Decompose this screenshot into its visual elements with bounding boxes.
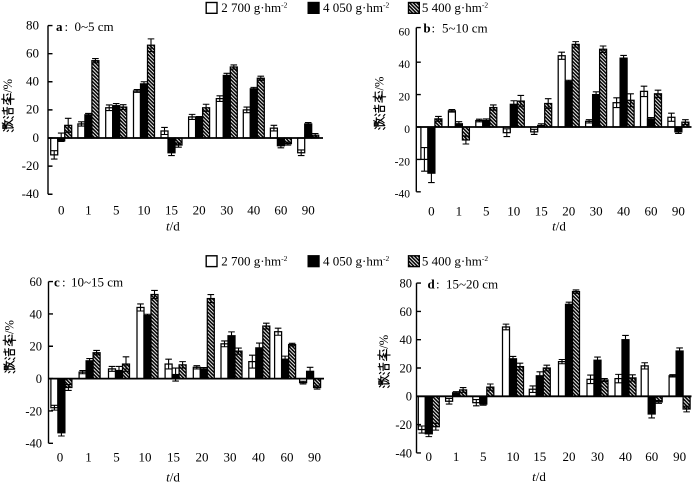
svg-text:a: a	[56, 19, 63, 34]
svg-text:15: 15	[533, 449, 546, 464]
svg-text:40: 40	[247, 202, 260, 217]
svg-text:10: 10	[139, 449, 152, 464]
svg-text:/%: /%	[377, 335, 391, 349]
svg-text:90: 90	[302, 202, 315, 217]
svg-text:15: 15	[167, 449, 180, 464]
svg-text:60: 60	[281, 449, 294, 464]
svg-text:80: 80	[400, 277, 413, 291]
svg-text:40: 40	[399, 59, 411, 71]
svg-text:40: 40	[26, 74, 39, 89]
svg-text:60: 60	[26, 45, 39, 60]
svg-text:-40: -40	[395, 446, 412, 460]
svg-text:5: 5	[113, 449, 120, 464]
svg-text:60: 60	[645, 449, 658, 464]
svg-text:10: 10	[507, 449, 520, 464]
svg-text:-20: -20	[395, 418, 412, 432]
svg-text:-40: -40	[395, 189, 411, 201]
svg-text:-20: -20	[22, 158, 39, 173]
svg-text:90: 90	[673, 449, 686, 464]
svg-text:5: 5	[113, 202, 120, 217]
svg-text:d: d	[428, 277, 436, 292]
svg-text:40: 40	[617, 204, 630, 219]
svg-text:40: 40	[252, 449, 265, 464]
svg-text:t/d: t/d	[166, 219, 180, 234]
svg-text:60: 60	[30, 275, 43, 289]
svg-text:-40: -40	[25, 437, 42, 451]
svg-text:t/d: t/d	[532, 469, 546, 483]
svg-text:60: 60	[399, 27, 411, 39]
svg-text:10: 10	[507, 204, 520, 219]
svg-text:0: 0	[57, 449, 64, 464]
svg-text:5~10 cm: 5~10 cm	[442, 20, 488, 35]
svg-text:15~20 cm: 15~20 cm	[446, 277, 498, 292]
svg-text:20: 20	[26, 102, 39, 117]
svg-text:90: 90	[672, 204, 685, 219]
svg-text:t/d: t/d	[552, 219, 566, 234]
svg-text:/%: /%	[372, 77, 386, 91]
svg-text:0: 0	[426, 449, 433, 464]
svg-text:1: 1	[453, 449, 460, 464]
svg-text:b: b	[423, 20, 430, 35]
svg-text:10: 10	[138, 202, 151, 217]
svg-text:30: 30	[220, 202, 233, 217]
svg-text:30: 30	[590, 204, 603, 219]
svg-text:0: 0	[58, 202, 65, 217]
svg-text:1: 1	[85, 202, 92, 217]
svg-text:0: 0	[428, 204, 435, 219]
svg-text:60: 60	[645, 204, 658, 219]
svg-text:15: 15	[165, 202, 178, 217]
svg-text:1: 1	[456, 204, 463, 219]
svg-text:0: 0	[404, 124, 410, 136]
svg-text:80: 80	[26, 17, 39, 32]
svg-text:20: 20	[193, 202, 206, 217]
svg-text:0~5 cm: 0~5 cm	[75, 19, 114, 34]
svg-text:-20: -20	[25, 404, 42, 418]
svg-text:20: 20	[563, 449, 576, 464]
svg-text:20: 20	[400, 361, 413, 375]
svg-text:5: 5	[480, 449, 487, 464]
svg-text:20: 20	[30, 340, 43, 354]
svg-text:4 050 g·hm-2: 4 050 g·hm-2	[323, 254, 389, 269]
svg-text:0: 0	[36, 372, 42, 386]
svg-text:1: 1	[85, 449, 92, 464]
svg-text:10~15 cm: 10~15 cm	[71, 275, 123, 290]
svg-text:t/d: t/d	[166, 470, 180, 484]
svg-text:5: 5	[483, 204, 490, 219]
svg-text:2 700 g·hm-2: 2 700 g·hm-2	[221, 0, 287, 15]
svg-text:40: 40	[400, 333, 413, 347]
svg-text::: :	[432, 20, 436, 35]
svg-text:0: 0	[33, 130, 40, 145]
svg-text:60: 60	[274, 202, 287, 217]
svg-text:0: 0	[406, 390, 412, 404]
svg-text:2 700 g·hm-2: 2 700 g·hm-2	[221, 254, 287, 269]
svg-text::: :	[62, 275, 66, 290]
svg-text:-20: -20	[395, 156, 411, 168]
svg-text:15: 15	[535, 204, 548, 219]
svg-text:20: 20	[399, 92, 411, 104]
svg-text::: :	[436, 277, 440, 292]
svg-text:-40: -40	[22, 186, 39, 201]
svg-text:4 050 g·hm-2: 4 050 g·hm-2	[323, 0, 389, 15]
svg-text:40: 40	[30, 307, 43, 321]
svg-text:40: 40	[619, 449, 632, 464]
svg-text::: :	[65, 19, 69, 34]
svg-text:5 400 g·hm-2: 5 400 g·hm-2	[422, 0, 488, 15]
svg-text:20: 20	[196, 449, 209, 464]
svg-text:/%: /%	[2, 320, 16, 334]
svg-text:20: 20	[562, 204, 575, 219]
svg-text:c: c	[54, 275, 60, 290]
svg-text:/%: /%	[1, 79, 15, 93]
svg-text:30: 30	[591, 449, 604, 464]
svg-text:60: 60	[400, 305, 413, 319]
svg-text:90: 90	[308, 449, 321, 464]
svg-text:5 400 g·hm-2: 5 400 g·hm-2	[422, 254, 488, 269]
svg-text:30: 30	[224, 449, 237, 464]
